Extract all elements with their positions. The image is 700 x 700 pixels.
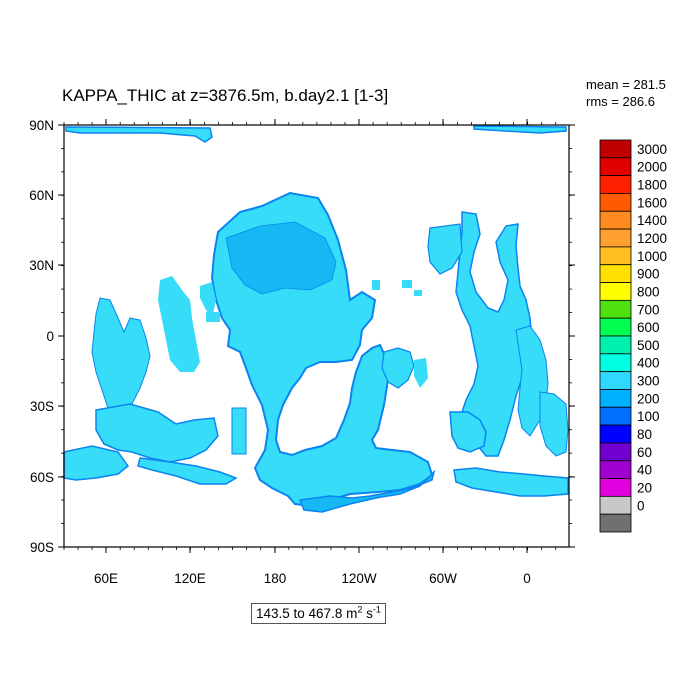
lat-label: 0 — [46, 329, 54, 344]
pacific-deep-north — [225, 221, 337, 295]
range-exp-1: 2 — [357, 604, 363, 615]
colorbar-swatch — [599, 210, 632, 230]
colorbar-label: 1400 — [637, 213, 667, 228]
colorbar-swatch — [599, 193, 632, 212]
indian-south-basin — [95, 403, 219, 463]
colorbar-label: 200 — [637, 391, 660, 406]
patch-5 — [231, 407, 247, 455]
colorbar-swatch — [599, 478, 632, 497]
colorbar-swatch — [599, 282, 632, 301]
colorbar-swatch — [599, 371, 632, 390]
colorbar-label: 20 — [637, 480, 652, 495]
colorbar: 3000200018001600140012001000900800700600… — [599, 139, 667, 533]
atlantic-south-west — [449, 411, 487, 453]
west-australia-basin — [200, 282, 216, 318]
colorbar-label: 500 — [637, 338, 660, 353]
southern-ocean-indian — [137, 457, 238, 485]
range-annotation: 143.5 to 467.8 m2 s-1 — [251, 603, 386, 624]
gulf-basin — [381, 347, 415, 389]
lat-label: 90N — [29, 118, 54, 133]
colorbar-label: 700 — [637, 302, 660, 317]
colorbar-swatch — [599, 299, 632, 319]
colorbar-label: 1800 — [637, 178, 667, 193]
colorbar-swatch — [599, 264, 632, 283]
colorbar-swatch — [599, 495, 632, 515]
atlantic-caribbean — [427, 223, 463, 275]
colorbar-swatch — [599, 406, 632, 426]
lon-label: 180 — [264, 571, 287, 586]
colorbar-swatch — [599, 139, 632, 159]
colorbar-swatch — [599, 460, 632, 479]
colorbar-swatch — [599, 246, 632, 266]
indian-ocean-east — [158, 276, 200, 372]
colorbar-swatch — [599, 335, 632, 355]
colorbar-label: 60 — [637, 445, 652, 460]
patch-4 — [414, 290, 422, 296]
range-exp-2: -1 — [372, 604, 381, 615]
axis-ticks — [58, 119, 575, 553]
colorbar-label: 100 — [637, 409, 660, 424]
lon-label: 120E — [174, 571, 206, 586]
patch-3 — [402, 280, 412, 288]
colorbar-label: 40 — [637, 463, 652, 478]
rms-value: rms = 286.6 — [586, 94, 656, 109]
southern-ocean-atlantic — [453, 467, 569, 497]
range-mid: s — [362, 606, 373, 621]
colorbar-swatch — [599, 389, 632, 408]
colorbar-swatch — [599, 442, 632, 462]
indian-ocean — [91, 297, 151, 411]
lon-label: 60E — [94, 571, 118, 586]
colorbar-label: 1000 — [637, 249, 667, 264]
southern-ocean-west — [63, 445, 130, 481]
colorbar-label: 2000 — [637, 160, 667, 175]
lat-label: 60S — [30, 470, 54, 485]
patch-6 — [126, 340, 134, 362]
colorbar-label: 0 — [637, 498, 645, 513]
lat-label: 90S — [30, 540, 54, 555]
arctic-strip-west — [65, 126, 213, 143]
colorbar-swatch — [599, 157, 632, 177]
lat-label: 30N — [29, 258, 54, 273]
patch-1 — [206, 312, 220, 322]
lon-label: 0 — [523, 571, 531, 586]
lon-label: 60W — [429, 571, 457, 586]
colorbar-swatch — [599, 424, 632, 444]
lon-label: 120W — [341, 571, 377, 586]
range-prefix: 143.5 to 467.8 m — [256, 606, 358, 621]
colorbar-label: 400 — [637, 356, 660, 371]
plot-title: KAPPA_THIC at z=3876.5m, b.day2.1 [1-3] — [62, 86, 389, 105]
colorbar-label: 80 — [637, 427, 652, 442]
southern-ocean-pacific — [298, 469, 436, 513]
colorbar-swatch — [599, 228, 632, 248]
gulf-basin-2 — [414, 358, 428, 388]
colorbar-swatch — [599, 317, 632, 337]
ocean-field — [63, 125, 569, 513]
mean-value: mean = 281.5 — [586, 77, 666, 92]
axis-labels: 90N 60N 30N 0 30S 60S 90S 60E 120E 180 120W 60W 0 — [29, 118, 531, 586]
colorbar-swatch — [599, 513, 632, 533]
colorbar-label: 1200 — [637, 231, 667, 246]
colorbar-label: 1600 — [637, 195, 667, 210]
lat-label: 60N — [29, 188, 54, 203]
colorbar-label: 600 — [637, 320, 660, 335]
colorbar-swatch — [599, 353, 632, 373]
colorbar-label: 800 — [637, 284, 660, 299]
colorbar-label: 300 — [637, 374, 660, 389]
colorbar-swatch — [599, 175, 632, 194]
atlantic-far-east — [539, 391, 569, 457]
patch-2 — [372, 280, 380, 290]
colorbar-label: 3000 — [637, 142, 667, 157]
colorbar-label: 900 — [637, 267, 660, 282]
lat-label: 30S — [30, 399, 54, 414]
arctic-strip-east — [473, 125, 567, 134]
